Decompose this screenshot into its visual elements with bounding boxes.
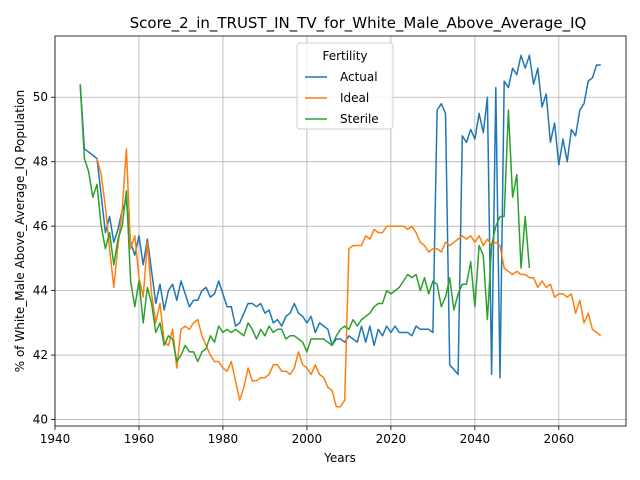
- legend-box: [296, 42, 394, 130]
- y-tick-label: 46: [33, 219, 48, 233]
- x-axis: 1940 1960 1980 2000 2020 2040 2060: [40, 426, 574, 446]
- x-tick-label: 2020: [376, 432, 407, 446]
- x-tick-label: 2040: [460, 432, 491, 446]
- y-tick-label: 40: [33, 413, 48, 427]
- x-tick-label: 1960: [124, 432, 155, 446]
- legend-entry-sterile: Sterile: [305, 112, 379, 126]
- legend-label-actual: Actual: [340, 70, 378, 84]
- y-tick-label: 42: [33, 348, 48, 362]
- series-layer: [79, 54, 602, 408]
- x-tick-label: 2060: [544, 432, 575, 446]
- y-axis-label: % of White_Male Above_Average_IQ Populat…: [13, 90, 27, 373]
- legend-title: Fertility: [322, 49, 367, 63]
- x-axis-label: Years: [323, 451, 356, 465]
- legend-label-sterile: Sterile: [340, 112, 379, 126]
- series-line-sterile: [79, 84, 531, 363]
- x-tick-label: 1980: [208, 432, 239, 446]
- x-tick-label: 2000: [292, 432, 323, 446]
- y-tick-label: 48: [33, 155, 48, 169]
- y-tick-label: 44: [33, 284, 48, 298]
- legend-entry-actual: Actual: [305, 70, 378, 84]
- series-line-actual: [79, 54, 601, 379]
- y-axis: 40 42 44 46 48 50: [33, 90, 55, 427]
- legend-label-ideal: Ideal: [340, 91, 369, 105]
- x-tick-label: 1940: [40, 432, 71, 446]
- legend-entry-ideal: Ideal: [305, 91, 369, 105]
- series-line-ideal: [96, 148, 602, 408]
- legend: Fertility Actual Ideal Sterile: [296, 42, 394, 130]
- chart-title: Score_2_in_TRUST_IN_TV_for_White_Male_Ab…: [130, 14, 587, 33]
- plot-frame: [54, 35, 627, 427]
- y-tick-label: 50: [33, 90, 48, 104]
